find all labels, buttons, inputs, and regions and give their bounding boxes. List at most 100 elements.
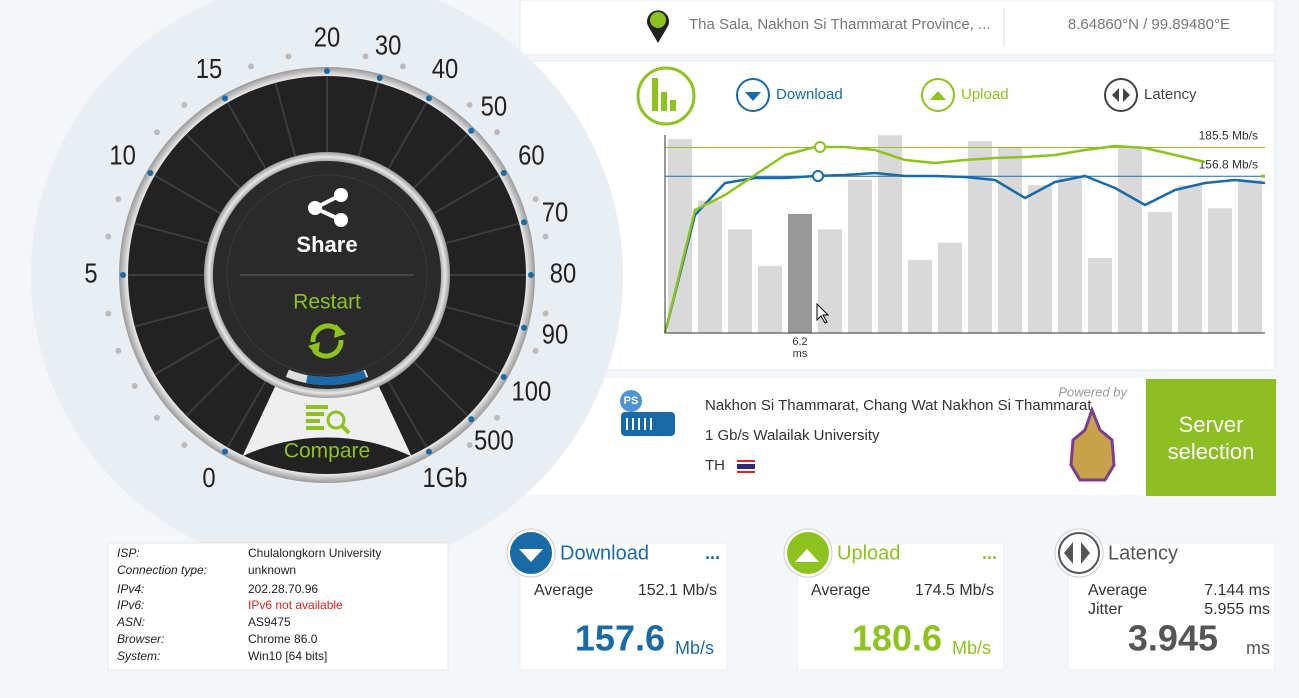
gauge-label: 90 <box>542 318 568 350</box>
gauge-tick <box>147 170 154 176</box>
info-key: Browser: <box>117 632 164 646</box>
server-selection-button[interactable]: Server selection <box>1146 379 1276 496</box>
pin-dot <box>650 12 666 28</box>
gauge-tick <box>521 219 528 226</box>
info-key: IPv6: <box>117 598 144 612</box>
share-button[interactable]: Share <box>296 232 357 257</box>
average-label: Average <box>1088 582 1147 599</box>
gauge-label: 10 <box>109 139 135 171</box>
share-icon-node <box>308 201 322 215</box>
gauge-segment <box>185 133 243 191</box>
gauge-tick <box>521 324 528 331</box>
result-icon <box>1058 532 1100 574</box>
gauge-segment <box>154 174 224 216</box>
latency-bar <box>788 213 812 333</box>
latency-bar <box>1238 179 1262 333</box>
gauge-dot <box>532 196 539 203</box>
client-info <box>107 542 449 671</box>
gauge-label: 80 <box>550 257 576 289</box>
latency-bar <box>1028 185 1052 333</box>
gauge-dot <box>285 53 292 60</box>
info-value: IPv6 not available <box>248 598 343 612</box>
gauge-dot <box>115 196 122 203</box>
restart-arrows <box>308 324 346 356</box>
gauge-label: 50 <box>481 90 507 122</box>
info-key: ASN: <box>116 615 145 629</box>
gauge-segment <box>357 82 380 160</box>
legend-label: Latency <box>1144 86 1197 103</box>
gauge-dot <box>153 414 160 421</box>
gauge-segment <box>134 305 212 328</box>
average-value: 7.144 ms <box>1204 582 1270 599</box>
gauge-dot <box>494 414 501 421</box>
latency-bar <box>878 135 902 333</box>
gauge-segment <box>226 102 268 172</box>
gauge-tick <box>426 95 432 102</box>
latency-bar <box>1088 258 1112 333</box>
average-label: Average <box>534 582 593 599</box>
server-icon-lines <box>624 418 672 449</box>
result-title: Upload <box>837 542 900 564</box>
gauge-dot <box>105 233 112 240</box>
compare-icon <box>306 405 328 430</box>
result-unit: Mb/s <box>952 638 991 658</box>
average-value: 174.5 Mb/s <box>915 582 994 599</box>
gauge-segment <box>442 305 520 328</box>
legend-glyph <box>930 91 946 100</box>
share-icon-node <box>334 188 348 202</box>
average-label: Average <box>811 582 870 599</box>
speed-line <box>663 171 1266 334</box>
server-icon-badge <box>620 390 642 412</box>
gauge-tick <box>426 448 432 455</box>
result-value: 3.945 <box>1128 618 1218 659</box>
server-city: Nakhon Si Thammarat, Chang Wat Nakhon Si… <box>705 397 1092 414</box>
cursor <box>816 302 830 324</box>
gauge-tick <box>468 127 475 134</box>
result-card <box>796 542 1005 671</box>
info-key: Connection type: <box>117 563 207 577</box>
legend-label: Download <box>776 86 843 103</box>
gauge-tick <box>324 68 330 74</box>
server-icon-box <box>621 412 675 436</box>
latency-bar <box>908 260 932 333</box>
speed-line <box>663 144 1206 334</box>
gauge-segment <box>134 222 212 245</box>
result-glyph <box>1064 542 1090 564</box>
level-label: 156.8 Mb/s <box>1199 157 1258 171</box>
info-value: 202.28.70.96 <box>248 582 318 596</box>
compare-lens <box>326 410 346 430</box>
info-value: unknown <box>248 563 296 577</box>
result-unit: ms <box>1246 638 1270 658</box>
restart-button[interactable]: Restart <box>293 291 361 314</box>
graph-icon-bars <box>652 78 676 111</box>
result-glyph <box>519 549 543 562</box>
location-place: Tha Sala, Nakhon Si Thammarat Province, … <box>689 16 991 33</box>
compare-button[interactable]: Compare <box>284 440 370 463</box>
result-glyph <box>795 549 819 562</box>
latency-bar <box>968 141 992 333</box>
latency-bar <box>848 179 872 333</box>
more-button[interactable]: ... <box>982 543 997 563</box>
latency-bar <box>728 229 752 333</box>
more-button[interactable]: ... <box>705 543 720 563</box>
info-key: IPv4: <box>117 582 144 596</box>
gauge-dot <box>115 347 122 354</box>
gauge-segment <box>411 359 469 417</box>
share-icon-node <box>334 213 348 227</box>
gauge-dot <box>181 442 188 449</box>
result-card <box>1067 542 1276 671</box>
gauge-dot <box>466 101 473 108</box>
inner-line <box>226 174 428 376</box>
info-value: Win10 [64 bits] <box>248 649 327 663</box>
gauge-label: 5 <box>84 257 97 289</box>
latency-bar <box>1058 175 1082 333</box>
gauge-tick <box>528 272 534 278</box>
gauge-segment <box>430 334 500 376</box>
result-unit: Mb/s <box>675 638 714 658</box>
gauge-label: 15 <box>196 52 222 84</box>
server-provider: 1 Gb/s Walailak University <box>705 427 880 444</box>
gauge-tick <box>222 95 228 102</box>
latency-bar <box>1178 185 1202 333</box>
hover-marker <box>812 170 824 182</box>
